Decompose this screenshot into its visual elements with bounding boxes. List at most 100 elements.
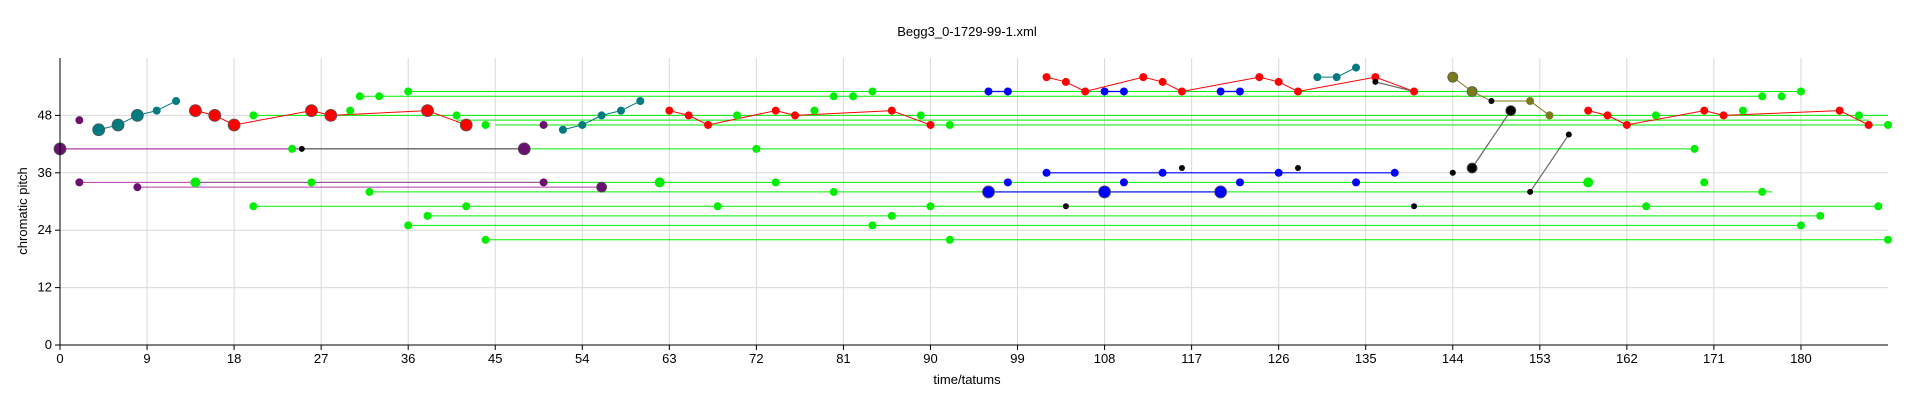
blue-note-point bbox=[1003, 87, 1012, 96]
green-note-point bbox=[307, 178, 316, 187]
red-note-point bbox=[1081, 87, 1090, 96]
y-tick-label: 12 bbox=[38, 280, 52, 295]
x-tick-label: 18 bbox=[227, 351, 241, 366]
red-note-point bbox=[1700, 106, 1709, 115]
teal-note-point bbox=[1332, 73, 1341, 82]
green-note-point bbox=[771, 178, 780, 187]
red-note-point bbox=[459, 118, 473, 132]
x-tick-label: 126 bbox=[1268, 351, 1290, 366]
black-note-line bbox=[1471, 110, 1512, 169]
purple-note-point bbox=[75, 178, 84, 187]
x-tick-label: 0 bbox=[56, 351, 63, 366]
red-note-point bbox=[791, 111, 800, 120]
green-note-point bbox=[1816, 211, 1825, 220]
blue-note-point bbox=[1100, 87, 1109, 96]
green-note-point bbox=[1738, 106, 1747, 115]
green-note-point bbox=[1583, 177, 1594, 188]
purple-note-point bbox=[539, 120, 548, 129]
red-note-point bbox=[771, 106, 780, 115]
teal-note-point bbox=[578, 120, 587, 129]
blue-note-point bbox=[1235, 178, 1244, 187]
axis-layer: 0 9 18 27 36 45 54 63 72 81 90 99 108 117 126 135 144 153… bbox=[38, 58, 1888, 366]
red-note-point bbox=[1177, 87, 1186, 96]
x-tick-label: 99 bbox=[1010, 351, 1024, 366]
black-note-point bbox=[1178, 165, 1185, 172]
purple-note-point bbox=[596, 181, 608, 193]
black-note-point bbox=[1411, 203, 1418, 210]
blue-note-point bbox=[1274, 168, 1283, 177]
note-points-layer bbox=[53, 63, 1892, 244]
green-note-point bbox=[1651, 111, 1660, 120]
red-note-point bbox=[1371, 73, 1380, 82]
blue-note-point bbox=[1119, 87, 1128, 96]
green-note-point bbox=[868, 221, 877, 230]
note-lines-layer bbox=[60, 67, 1888, 241]
green-note-point bbox=[1758, 187, 1767, 196]
y-tick-label: 0 bbox=[45, 337, 52, 352]
red-note-point bbox=[227, 118, 241, 132]
red-note-point bbox=[887, 106, 896, 115]
teal-note-point bbox=[597, 111, 606, 120]
green-note-point bbox=[365, 187, 374, 196]
red-note-point bbox=[704, 120, 713, 129]
green-note-point bbox=[1796, 221, 1805, 230]
red-note-point bbox=[926, 120, 935, 129]
y-tick-label: 48 bbox=[38, 107, 52, 122]
red-note-line bbox=[1588, 110, 1869, 126]
green-note-point bbox=[1758, 92, 1767, 101]
blue-note-point bbox=[1216, 87, 1225, 96]
green-note-point bbox=[423, 211, 432, 220]
green-note-point bbox=[829, 187, 838, 196]
x-axis-label: time/tatums bbox=[933, 372, 1001, 387]
green-note-point bbox=[355, 92, 364, 101]
teal-note-point bbox=[92, 123, 106, 137]
green-note-point bbox=[1854, 111, 1863, 120]
red-note-point bbox=[665, 106, 674, 115]
green-note-point bbox=[462, 202, 471, 211]
y-tick-label: 36 bbox=[38, 165, 52, 180]
green-note-point bbox=[346, 106, 355, 115]
blue-note-point bbox=[1390, 168, 1399, 177]
red-note-point bbox=[305, 104, 318, 118]
red-note-point bbox=[1274, 77, 1283, 86]
teal-note-point bbox=[172, 97, 181, 106]
blue-note-point bbox=[1352, 178, 1361, 187]
grid-layer bbox=[59, 58, 1888, 346]
red-note-point bbox=[1622, 120, 1631, 129]
black-note-point bbox=[1565, 131, 1572, 138]
red-note-point bbox=[1584, 106, 1593, 115]
red-note-point bbox=[1864, 120, 1873, 129]
red-note-point bbox=[1061, 77, 1070, 86]
x-tick-label: 171 bbox=[1703, 351, 1725, 366]
purple-note-point bbox=[75, 116, 84, 125]
green-note-point bbox=[1690, 144, 1699, 153]
black-note-point bbox=[1062, 203, 1069, 210]
x-tick-label: 27 bbox=[314, 351, 328, 366]
black-note-point bbox=[1488, 98, 1495, 105]
green-note-point bbox=[452, 111, 461, 120]
x-tick-label: 108 bbox=[1094, 351, 1116, 366]
x-tick-label: 162 bbox=[1616, 351, 1638, 366]
y-tick-label: 24 bbox=[38, 222, 52, 237]
green-note-point bbox=[404, 221, 413, 230]
red-note-point bbox=[1603, 111, 1612, 120]
teal-note-point bbox=[152, 106, 161, 115]
blue-note-point bbox=[1098, 185, 1111, 199]
green-note-point bbox=[752, 144, 761, 153]
red-note-point bbox=[1158, 77, 1167, 86]
purple-note-point bbox=[133, 183, 142, 192]
x-tick-label: 153 bbox=[1529, 351, 1551, 366]
blue-note-point bbox=[1235, 87, 1244, 96]
black-note-point bbox=[1466, 162, 1478, 174]
green-note-point bbox=[404, 87, 413, 96]
x-tick-label: 9 bbox=[143, 351, 150, 366]
red-note-point bbox=[421, 104, 434, 118]
red-note-point bbox=[1255, 73, 1264, 82]
green-note-point bbox=[1777, 92, 1786, 101]
red-note-point bbox=[1139, 73, 1148, 82]
teal-note-point bbox=[616, 106, 625, 115]
green-note-point bbox=[481, 120, 490, 129]
black-note-point bbox=[1449, 169, 1456, 176]
olive-note-point bbox=[1526, 97, 1535, 106]
green-note-point bbox=[945, 235, 954, 244]
